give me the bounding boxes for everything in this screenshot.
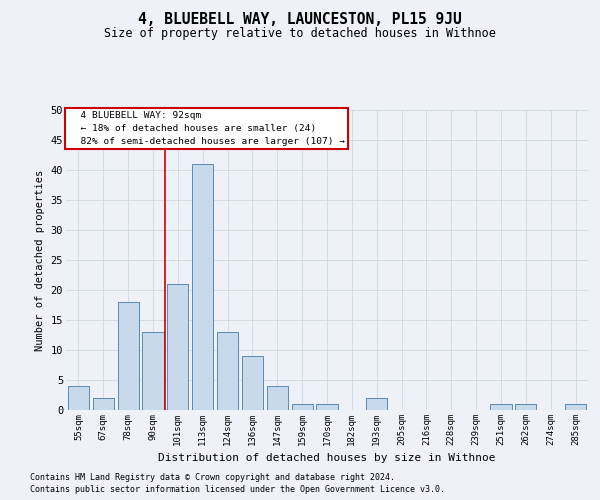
X-axis label: Distribution of detached houses by size in Withnoe: Distribution of detached houses by size …: [158, 454, 496, 464]
Bar: [142, 332, 164, 410]
Bar: [242, 356, 263, 410]
Text: Contains HM Land Registry data © Crown copyright and database right 2024.: Contains HM Land Registry data © Crown c…: [30, 474, 395, 482]
Y-axis label: Number of detached properties: Number of detached properties: [35, 170, 45, 350]
Bar: [366, 398, 387, 410]
Bar: [490, 404, 512, 410]
Bar: [292, 404, 313, 410]
Text: Contains public sector information licensed under the Open Government Licence v3: Contains public sector information licen…: [30, 485, 445, 494]
Bar: [118, 302, 139, 410]
Bar: [167, 284, 188, 410]
Text: 4, BLUEBELL WAY, LAUNCESTON, PL15 9JU: 4, BLUEBELL WAY, LAUNCESTON, PL15 9JU: [138, 12, 462, 28]
Bar: [565, 404, 586, 410]
Bar: [93, 398, 114, 410]
Bar: [192, 164, 213, 410]
Bar: [316, 404, 338, 410]
Text: 4 BLUEBELL WAY: 92sqm
  ← 18% of detached houses are smaller (24)
  82% of semi-: 4 BLUEBELL WAY: 92sqm ← 18% of detached …: [68, 112, 344, 146]
Bar: [267, 386, 288, 410]
Bar: [515, 404, 536, 410]
Bar: [68, 386, 89, 410]
Text: Size of property relative to detached houses in Withnoe: Size of property relative to detached ho…: [104, 28, 496, 40]
Bar: [217, 332, 238, 410]
